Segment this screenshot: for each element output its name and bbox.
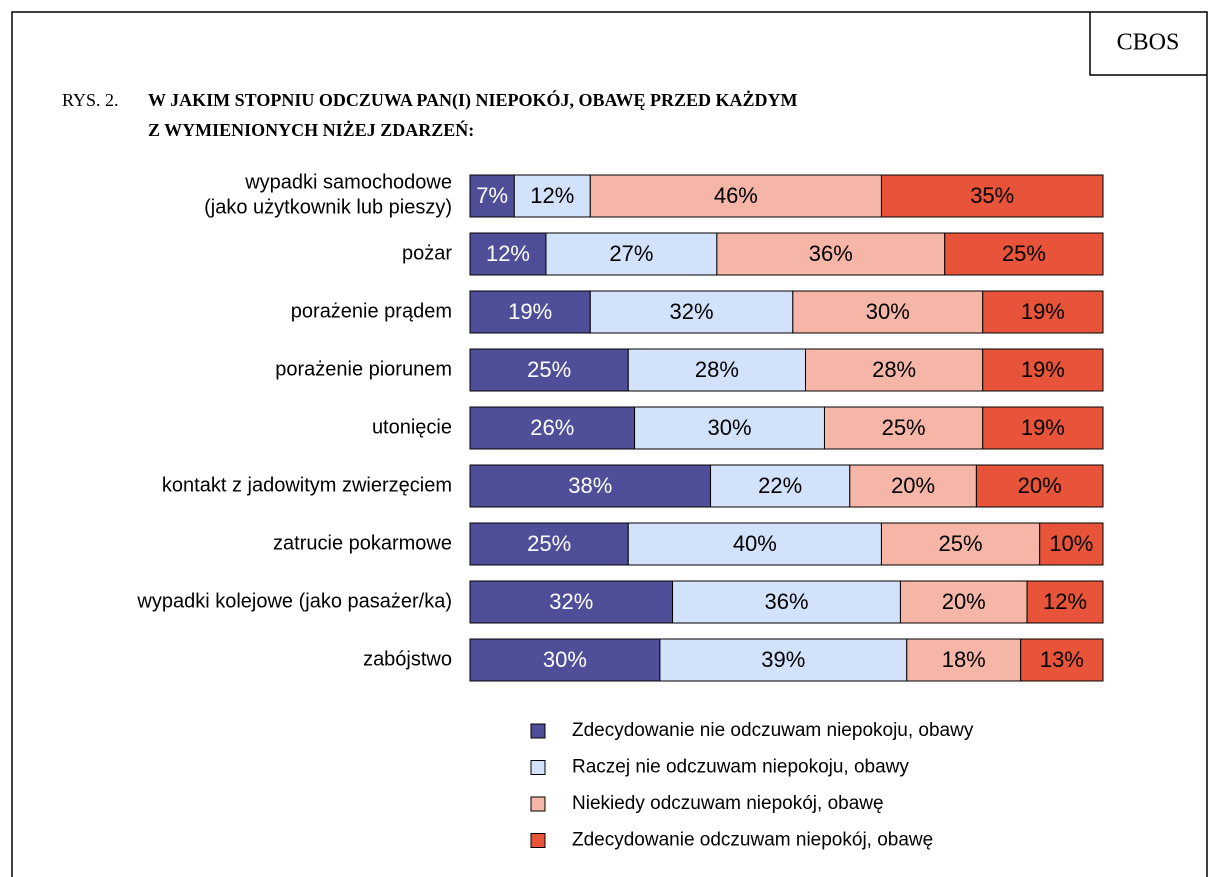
- legend-label: Raczej nie odczuwam niepokoju, obawy: [572, 757, 909, 778]
- category-label: porażenie prądem: [291, 300, 452, 322]
- bar-segment: [823, 406, 984, 450]
- bar-segment: [469, 406, 636, 450]
- value-label: 20%: [942, 589, 986, 614]
- bar-segment: [944, 232, 1104, 276]
- value-label: 25%: [939, 531, 983, 556]
- value-label: 32%: [549, 589, 593, 614]
- bar-segment: [469, 638, 661, 682]
- bar-segment: [589, 290, 794, 334]
- category-label: zabójstwo: [363, 648, 452, 670]
- legend-swatch: [530, 796, 546, 812]
- bar-segment: [804, 348, 984, 392]
- bar-segment: [589, 174, 882, 218]
- value-label: 13%: [1040, 647, 1084, 672]
- bar-segment: [1026, 580, 1104, 624]
- bar-segment: [513, 174, 591, 218]
- value-label: 25%: [527, 357, 571, 382]
- value-label: 22%: [758, 473, 802, 498]
- value-label: 12%: [530, 183, 574, 208]
- value-label: 19%: [1021, 357, 1065, 382]
- category-label: wypadki kolejowe (jako pasażer/ka): [136, 590, 452, 612]
- value-label: 46%: [714, 183, 758, 208]
- value-label: 19%: [1021, 299, 1065, 324]
- bar-segment: [849, 464, 977, 508]
- value-label: 27%: [609, 241, 653, 266]
- legend-swatch: [530, 760, 546, 775]
- figure-label: RYS. 2.: [62, 90, 119, 110]
- bar-segment: [469, 174, 515, 218]
- category-label: pożar: [402, 242, 452, 264]
- bar-segment: [469, 580, 674, 624]
- value-label: 25%: [527, 531, 571, 556]
- bar-segment: [982, 290, 1104, 334]
- source-box: [1089, 12, 1207, 76]
- bar-segment: [469, 290, 591, 334]
- value-label: 30%: [543, 647, 587, 672]
- legend-label: Zdecydowanie odczuwam niepokój, obawę: [572, 830, 933, 851]
- value-label: 40%: [733, 531, 777, 556]
- bar-segment: [710, 464, 851, 508]
- legend-swatch: [530, 833, 546, 848]
- value-label: 19%: [1021, 415, 1065, 440]
- value-label: 25%: [1002, 241, 1046, 266]
- bar-segment: [1039, 522, 1104, 566]
- value-label: 36%: [809, 241, 853, 266]
- value-label: 25%: [882, 415, 926, 440]
- value-label: 30%: [708, 415, 752, 440]
- chart-title: W JAKIM STOPNIU ODCZUWA PAN(I) NIEPOKÓJ,…: [148, 89, 798, 140]
- value-label: 19%: [508, 299, 552, 324]
- bar-segment: [880, 522, 1041, 566]
- value-label: 12%: [1043, 589, 1087, 614]
- category-label: porażenie piorunem: [275, 358, 452, 380]
- source: CBOS: [1117, 30, 1180, 56]
- bar-segment: [792, 290, 984, 334]
- bar-segment: [659, 638, 908, 682]
- value-label: 10%: [1049, 531, 1093, 556]
- value-label: 32%: [670, 299, 714, 324]
- value-label: 7%: [476, 183, 508, 208]
- value-label: 35%: [970, 183, 1014, 208]
- value-label: 30%: [866, 299, 910, 324]
- value-label: 20%: [891, 473, 935, 498]
- value-label: 39%: [761, 647, 805, 672]
- value-label: 18%: [942, 647, 986, 672]
- value-label: 28%: [872, 357, 916, 382]
- bar-segment: [880, 174, 1104, 218]
- bar-segment: [634, 406, 825, 450]
- bar-segment: [627, 348, 806, 392]
- category-label: zatrucie pokarmowe: [273, 532, 452, 554]
- bar-segment: [982, 348, 1104, 392]
- value-label: 38%: [568, 473, 612, 498]
- bar-segment: [982, 406, 1104, 450]
- bar-segment: [1020, 638, 1104, 682]
- category-label: wypadki samochodowe (jako użytkownik lub …: [204, 172, 452, 219]
- value-label: 28%: [695, 357, 739, 382]
- value-label: 26%: [530, 415, 574, 440]
- bar-segment: [716, 232, 946, 276]
- bar-segment: [906, 638, 1022, 682]
- value-label: 20%: [1018, 473, 1062, 498]
- legend-swatch: [530, 723, 546, 739]
- category-label: utonięcie: [372, 416, 452, 438]
- bar-segment: [469, 464, 712, 508]
- value-label: 36%: [764, 589, 808, 614]
- bar-segment: [469, 348, 629, 392]
- bar-segment: [899, 580, 1028, 624]
- category-label: kontakt z jadowitym zwierzęciem: [162, 474, 452, 496]
- legend-label: Zdecydowanie nie odczuwam niepokoju, oba…: [572, 720, 974, 741]
- frame: [11, 11, 1208, 877]
- bar-segment: [545, 232, 718, 276]
- value-label: 12%: [486, 241, 530, 266]
- bar-segment: [975, 464, 1104, 508]
- legend-label: Niekiedy odczuwam niepokój, obawę: [572, 793, 884, 814]
